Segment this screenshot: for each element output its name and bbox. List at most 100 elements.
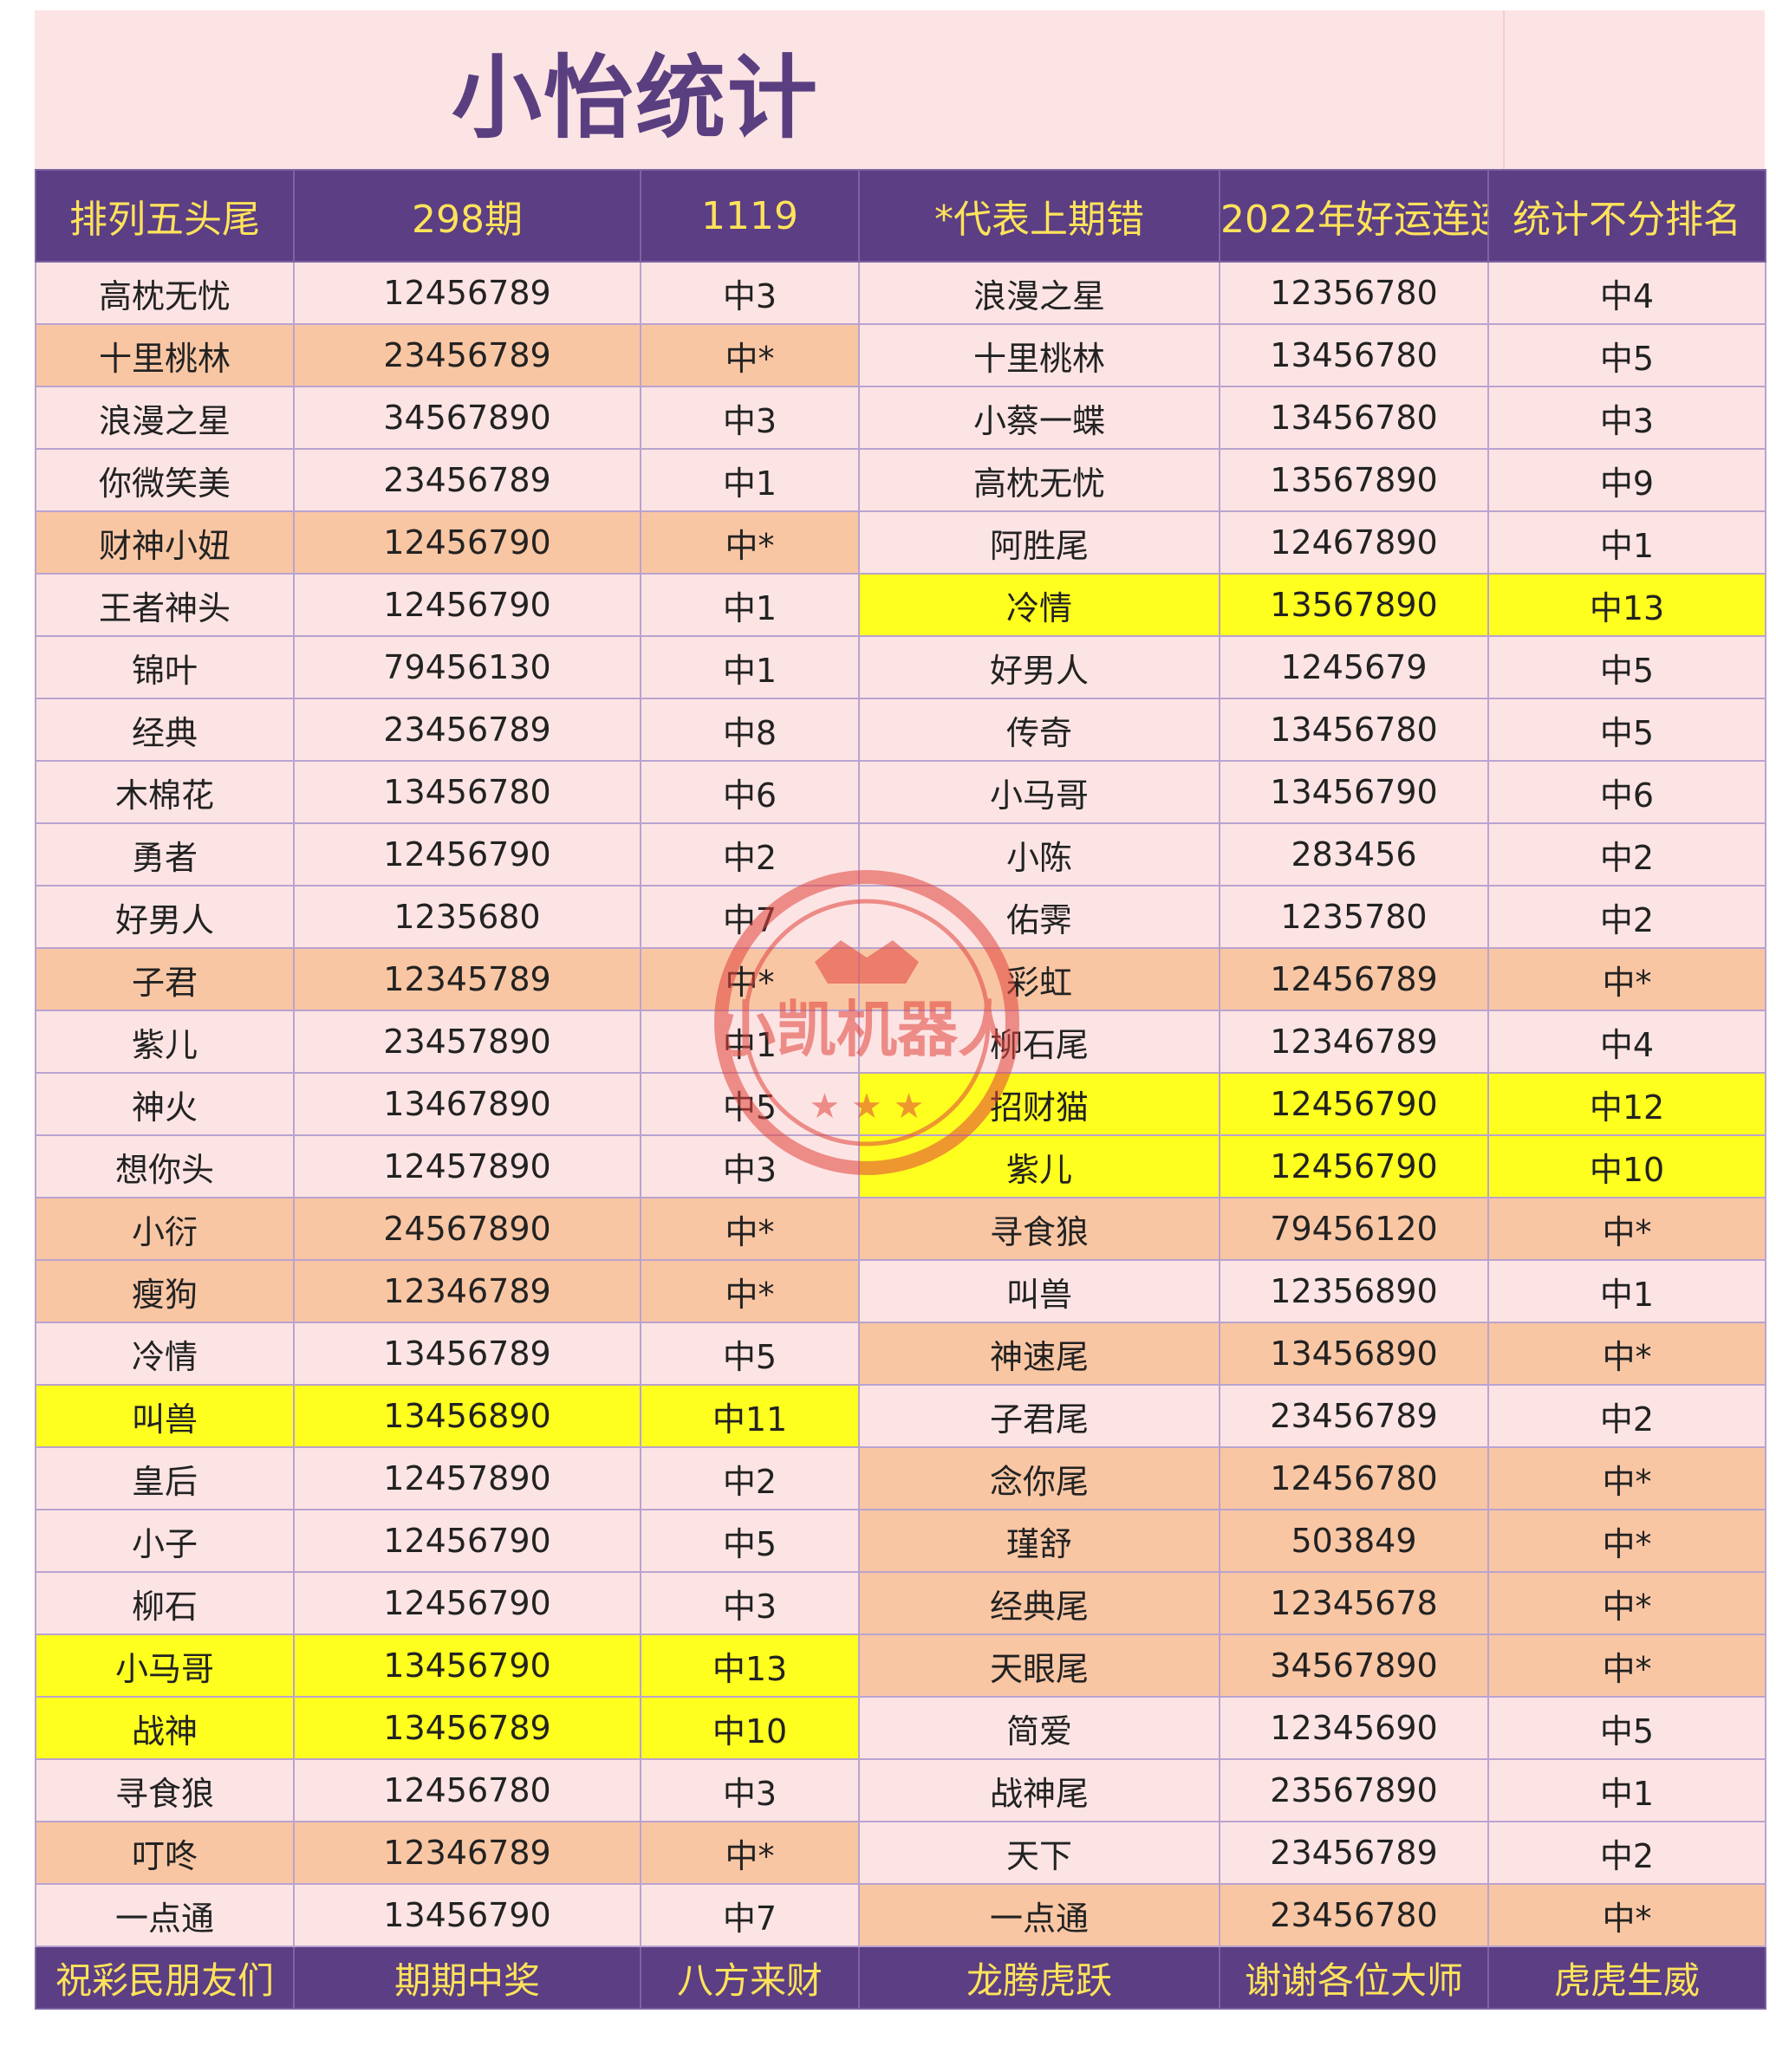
table-cell: 中2 — [1487, 1384, 1766, 1448]
header-cell: 2022年好运连连 — [1219, 169, 1489, 263]
table-cell: 中* — [640, 510, 860, 575]
table-row: 皇后 12457890 中2 念你尾 12456780 中* — [35, 1446, 1766, 1510]
table-cell: 中* — [640, 1259, 860, 1323]
table-cell: 12456790 — [293, 573, 641, 637]
table-cell: 23456789 — [293, 448, 641, 512]
table-cell: 12467890 — [1219, 510, 1489, 575]
table-cell: 13456890 — [293, 1384, 641, 1448]
table-row: 紫儿 23457890 中1 柳石尾 12346789 中4 — [35, 1010, 1766, 1074]
table-cell: 简爱 — [858, 1696, 1220, 1760]
table-cell: 中5 — [640, 1322, 860, 1386]
table-cell: 13567890 — [1219, 448, 1489, 512]
table-cell: 12457890 — [293, 1446, 641, 1510]
table-cell: 23456780 — [1219, 1883, 1489, 1947]
table-cell: 12457890 — [293, 1134, 641, 1198]
table-cell: 12356780 — [1219, 261, 1489, 325]
table-row: 王者神头 12456790 中1 冷情 13567890 中13 — [35, 573, 1766, 637]
table-cell: 23456789 — [1219, 1384, 1489, 1448]
table-cell: 12345678 — [1219, 1571, 1489, 1635]
table-row: 高枕无忧 12456789 中3 浪漫之星 12356780 中4 — [35, 261, 1766, 325]
statistics-table: 排列五头尾 298期 1119 *代表上期错 2022年好运连连 统计不分排名 高枕无忧 12… — [35, 169, 1766, 2010]
table-cell: 13456780 — [1219, 386, 1489, 450]
header-row: 排列五头尾 298期 1119 *代表上期错 2022年好运连连 统计不分排名 — [35, 169, 1766, 263]
table-cell: 一点通 — [35, 1883, 295, 1947]
table-cell: 中10 — [1487, 1134, 1766, 1198]
table-cell: 中* — [1487, 1197, 1766, 1261]
table-cell: 12346789 — [293, 1821, 641, 1885]
table-row: 冷情 13456789 中5 神速尾 13456890 中* — [35, 1322, 1766, 1386]
table-row: 小子 12456790 中5 瑾舒 503849 中* — [35, 1509, 1766, 1573]
table-cell: 中1 — [1487, 510, 1766, 575]
table-cell: 战神尾 — [858, 1758, 1220, 1822]
table-cell: 23567890 — [1219, 1758, 1489, 1822]
footer-cell: 祝彩民朋友们 — [35, 1945, 295, 2010]
table-cell: 1235780 — [1219, 885, 1489, 949]
table-cell: 神火 — [35, 1072, 295, 1136]
table-cell: 13456780 — [293, 760, 641, 824]
table-cell: 锦叶 — [35, 635, 295, 699]
table-cell: 中6 — [640, 760, 860, 824]
table-cell: 中4 — [1487, 261, 1766, 325]
table-cell: 12456790 — [1219, 1072, 1489, 1136]
table-cell: 小蔡一蝶 — [858, 386, 1220, 450]
table-cell: 中13 — [640, 1634, 860, 1698]
table-cell: 小陈 — [858, 822, 1220, 887]
table-cell: 叫兽 — [35, 1384, 295, 1448]
table-cell: 十里桃林 — [858, 323, 1220, 387]
table-cell: 12456790 — [293, 822, 641, 887]
table-cell: 13456790 — [293, 1634, 641, 1698]
table-cell: 瑾舒 — [858, 1509, 1220, 1573]
table-row: 一点通 13456790 中7 一点通 23456780 中* — [35, 1883, 1766, 1947]
table-cell: 1235680 — [293, 885, 641, 949]
table-cell: 13456789 — [293, 1322, 641, 1386]
table-cell: 中* — [640, 1197, 860, 1261]
table-cell: 503849 — [1219, 1509, 1489, 1573]
table-cell: 中5 — [1487, 323, 1766, 387]
table-cell: 中10 — [640, 1696, 860, 1760]
header-cell: 298期 — [293, 169, 641, 263]
table-cell: 王者神头 — [35, 573, 295, 637]
table-row: 勇者 12456790 中2 小陈 283456 中2 — [35, 822, 1766, 887]
table-cell: 中* — [1487, 1634, 1766, 1698]
table-cell: 12456790 — [293, 1571, 641, 1635]
table-cell: 中3 — [640, 1758, 860, 1822]
table-cell: 13456890 — [1219, 1322, 1489, 1386]
table-cell: 中5 — [1487, 1696, 1766, 1760]
table-row: 浪漫之星 34567890 中3 小蔡一蝶 13456780 中3 — [35, 386, 1766, 450]
title-row: 小怡统计 — [35, 10, 1765, 169]
table-cell: 中6 — [1487, 760, 1766, 824]
table-cell: 中2 — [1487, 1821, 1766, 1885]
table-cell: 12346789 — [1219, 1010, 1489, 1074]
header-cell: 统计不分排名 — [1487, 169, 1766, 263]
table-row: 你微笑美 23456789 中1 高枕无忧 13567890 中9 — [35, 448, 1766, 512]
table-cell: 中13 — [1487, 573, 1766, 637]
table-cell: 中12 — [1487, 1072, 1766, 1136]
table-cell: 经典尾 — [858, 1571, 1220, 1635]
table-cell: 中7 — [640, 885, 860, 949]
table-cell: 中1 — [1487, 1758, 1766, 1822]
table-cell: 高枕无忧 — [35, 261, 295, 325]
table-cell: 79456120 — [1219, 1197, 1489, 1261]
table-cell: 12345789 — [293, 947, 641, 1011]
table-cell: 23457890 — [293, 1010, 641, 1074]
header-cell: 1119 — [640, 169, 860, 263]
table-cell: 283456 — [1219, 822, 1489, 887]
table-cell: 紫儿 — [858, 1134, 1220, 1198]
table-cell: 阿胜尾 — [858, 510, 1220, 575]
table-row: 经典 23456789 中8 传奇 13456780 中5 — [35, 698, 1766, 762]
table-cell: 子君尾 — [858, 1384, 1220, 1448]
table-cell: 传奇 — [858, 698, 1220, 762]
table-cell: 中11 — [640, 1384, 860, 1448]
table-row: 叫兽 13456890 中11 子君尾 23456789 中2 — [35, 1384, 1766, 1448]
table-cell: 柳石尾 — [858, 1010, 1220, 1074]
table-cell: 12456790 — [293, 510, 641, 575]
table-cell: 23456789 — [293, 698, 641, 762]
table-cell: 中7 — [640, 1883, 860, 1947]
table-cell: 中2 — [1487, 885, 1766, 949]
table-cell: 天下 — [858, 1821, 1220, 1885]
table-cell: 23456789 — [1219, 1821, 1489, 1885]
table-row: 柳石 12456790 中3 经典尾 12345678 中* — [35, 1571, 1766, 1635]
table-cell: 13456780 — [1219, 323, 1489, 387]
table-cell: 12456780 — [1219, 1446, 1489, 1510]
table-cell: 佑霁 — [858, 885, 1220, 949]
